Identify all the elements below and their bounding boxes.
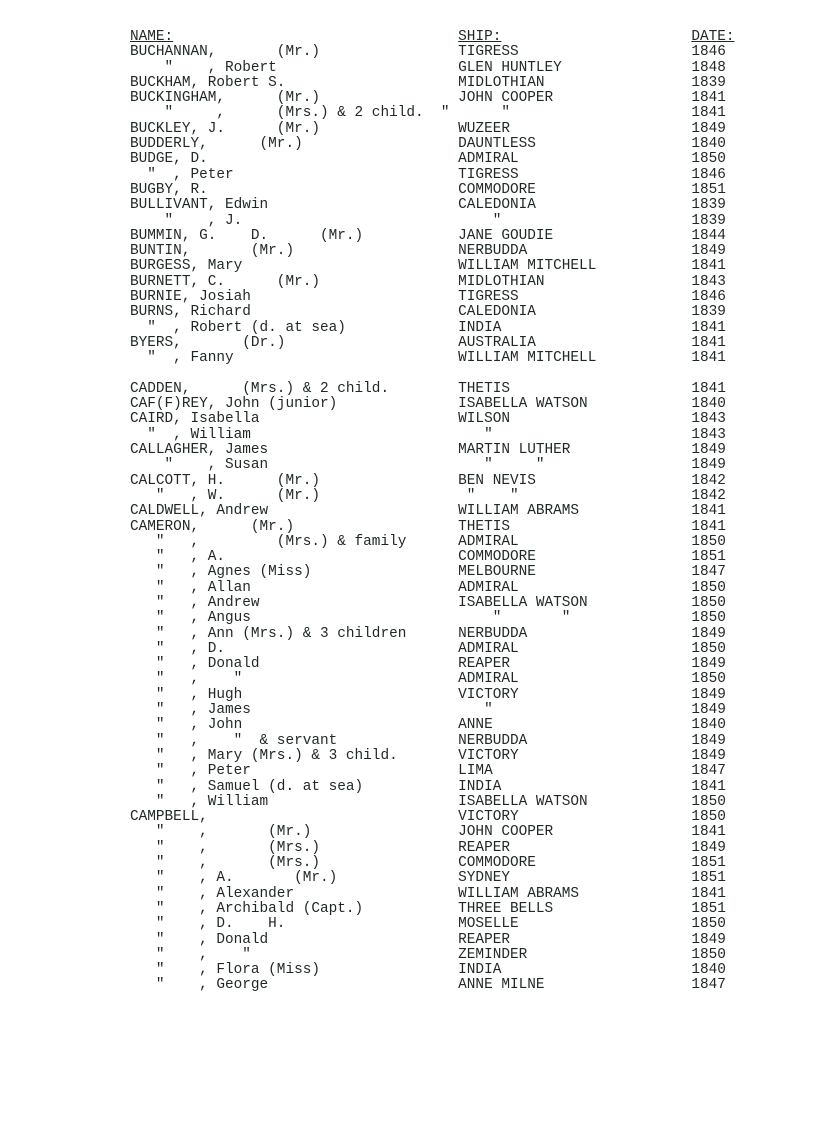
table-row: " , Fanny WILLIAM MITCHELL 1841 bbox=[130, 351, 756, 366]
table-row: " , William " 1843 bbox=[130, 428, 756, 443]
header-sep-1 bbox=[173, 29, 458, 45]
table-row: " , Robert (d. at sea) INDIA 1841 bbox=[130, 321, 756, 336]
table-row: " , Susan " " 1849 bbox=[130, 458, 756, 473]
table-row: " , " ADMIRAL 1850 bbox=[130, 672, 756, 687]
table-row: BURGESS, Mary WILLIAM MITCHELL 1841 bbox=[130, 259, 756, 274]
table-row bbox=[130, 367, 756, 382]
table-row: BUGBY, R. COMMODORE 1851 bbox=[130, 183, 756, 198]
table-row: BUMMIN, G. D. (Mr.) JANE GOUDIE 1844 bbox=[130, 229, 756, 244]
table-row: " , (Mrs.) REAPER 1849 bbox=[130, 841, 756, 856]
table-row: " , J. " 1839 bbox=[130, 214, 756, 229]
table-row: " , Hugh VICTORY 1849 bbox=[130, 688, 756, 703]
table-row: BUDDERLY, (Mr.) DAUNTLESS 1840 bbox=[130, 137, 756, 152]
table-row: " , Alexander WILLIAM ABRAMS 1841 bbox=[130, 887, 756, 902]
table-row: " , (Mrs.) & family ADMIRAL 1850 bbox=[130, 535, 756, 550]
table-row: CAMERON, (Mr.) THETIS 1841 bbox=[130, 520, 756, 535]
table-row: " , Donald REAPER 1849 bbox=[130, 933, 756, 948]
header-ship: SHIP: bbox=[458, 29, 501, 45]
table-row: BUNTIN, (Mr.) NERBUDDA 1849 bbox=[130, 244, 756, 259]
header-sep-2 bbox=[501, 29, 691, 45]
table-row: " , A. (Mr.) SYDNEY 1851 bbox=[130, 871, 756, 886]
header-name: NAME: bbox=[130, 29, 173, 45]
table-row: " , Agnes (Miss) MELBOURNE 1847 bbox=[130, 565, 756, 580]
table-row: BUCKLEY, J. (Mr.) WUZEER 1849 bbox=[130, 122, 756, 137]
table-row: CALCOTT, H. (Mr.) BEN NEVIS 1842 bbox=[130, 474, 756, 489]
table-row: CALDWELL, Andrew WILLIAM ABRAMS 1841 bbox=[130, 504, 756, 519]
table-row: " , Allan ADMIRAL 1850 bbox=[130, 581, 756, 596]
table-row: BUCHANNAN, (Mr.) TIGRESS 1846 bbox=[130, 45, 756, 60]
table-row: CAMPBELL, VICTORY 1850 bbox=[130, 810, 756, 825]
table-row: BURNETT, C. (Mr.) MIDLOTHIAN 1843 bbox=[130, 275, 756, 290]
table-row: " , Angus " " 1850 bbox=[130, 611, 756, 626]
table-row: " , D. H. MOSELLE 1850 bbox=[130, 917, 756, 932]
table-row: " , Donald REAPER 1849 bbox=[130, 657, 756, 672]
table-row: BUCKHAM, Robert S. MIDLOTHIAN 1839 bbox=[130, 76, 756, 91]
table-row: " , Peter LIMA 1847 bbox=[130, 764, 756, 779]
table-row: " , (Mrs.) & 2 child. " " 1841 bbox=[130, 106, 756, 121]
table-row: " , (Mrs.) COMMODORE 1851 bbox=[130, 856, 756, 871]
table-row: CALLAGHER, James MARTIN LUTHER 1849 bbox=[130, 443, 756, 458]
table-row: " , James " 1849 bbox=[130, 703, 756, 718]
table-row: CAIRD, Isabella WILSON 1843 bbox=[130, 412, 756, 427]
table-row: " , Andrew ISABELLA WATSON 1850 bbox=[130, 596, 756, 611]
table-row: BULLIVANT, Edwin CALEDONIA 1839 bbox=[130, 198, 756, 213]
table-row: " , George ANNE MILNE 1847 bbox=[130, 978, 756, 993]
table-row: " , A. COMMODORE 1851 bbox=[130, 550, 756, 565]
header-row: NAME: SHIP: DATE: bbox=[130, 30, 756, 45]
table-row: " , Robert GLEN HUNTLEY 1848 bbox=[130, 61, 756, 76]
table-row: " , W. (Mr.) " " 1842 bbox=[130, 489, 756, 504]
table-row: " , (Mr.) JOHN COOPER 1841 bbox=[130, 825, 756, 840]
table-row: CAF(F)REY, John (junior) ISABELLA WATSON… bbox=[130, 397, 756, 412]
header-date: DATE: bbox=[691, 29, 734, 45]
table-row: " , Mary (Mrs.) & 3 child. VICTORY 1849 bbox=[130, 749, 756, 764]
table-row: CADDEN, (Mrs.) & 2 child. THETIS 1841 bbox=[130, 382, 756, 397]
table-row: " , D. ADMIRAL 1850 bbox=[130, 642, 756, 657]
table-row: " , " & servant NERBUDDA 1849 bbox=[130, 734, 756, 749]
table-row: " , John ANNE 1840 bbox=[130, 718, 756, 733]
table-row: BUCKINGHAM, (Mr.) JOHN COOPER 1841 bbox=[130, 91, 756, 106]
table-row: " , Peter TIGRESS 1846 bbox=[130, 168, 756, 183]
table-row: " , Ann (Mrs.) & 3 children NERBUDDA 184… bbox=[130, 627, 756, 642]
table-row: " , " ZEMINDER 1850 bbox=[130, 948, 756, 963]
document-page: NAME: SHIP: DATE:BUCHANNAN, (Mr.) TIGRES… bbox=[0, 0, 816, 1024]
table-row: BYERS, (Dr.) AUSTRALIA 1841 bbox=[130, 336, 756, 351]
table-body: BUCHANNAN, (Mr.) TIGRESS 1846 " , Robert… bbox=[130, 45, 756, 993]
table-row: BURNS, Richard CALEDONIA 1839 bbox=[130, 305, 756, 320]
table-row: " , Samuel (d. at sea) INDIA 1841 bbox=[130, 780, 756, 795]
table-row: BUDGE, D. ADMIRAL 1850 bbox=[130, 152, 756, 167]
table-row: " , Archibald (Capt.) THREE BELLS 1851 bbox=[130, 902, 756, 917]
table-row: " , William ISABELLA WATSON 1850 bbox=[130, 795, 756, 810]
table-row: " , Flora (Miss) INDIA 1840 bbox=[130, 963, 756, 978]
table-row: BURNIE, Josiah TIGRESS 1846 bbox=[130, 290, 756, 305]
